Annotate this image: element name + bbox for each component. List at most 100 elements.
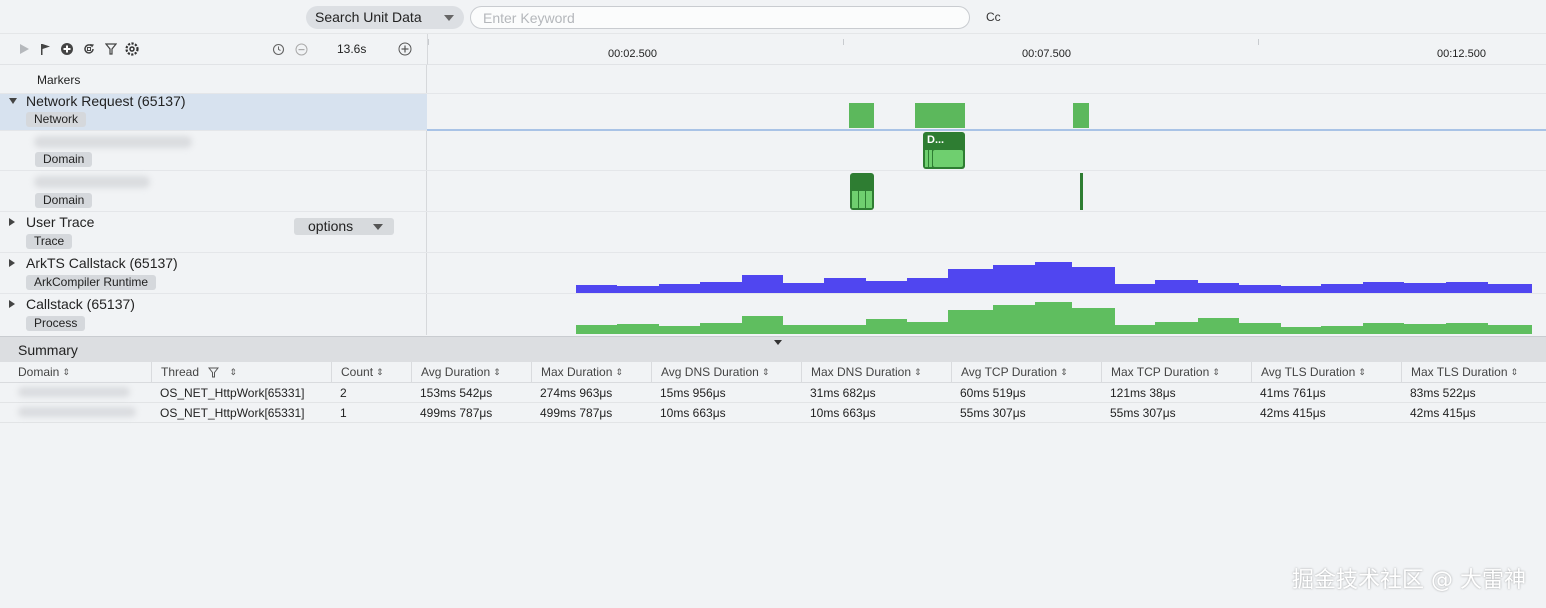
track-domain-2[interactable]: Domain: [0, 171, 427, 212]
cell-avg-tcp: 60ms 519μs: [960, 386, 1026, 400]
column-header-max-dns[interactable]: Max DNS Duration ⇕: [801, 362, 951, 383]
user-trace-lane[interactable]: [427, 212, 1546, 253]
chevron-down-icon[interactable]: [9, 98, 17, 104]
toolbar: 13.6s: [0, 34, 427, 65]
sort-icon[interactable]: ⇕: [376, 367, 384, 377]
chevron-right-icon[interactable]: [9, 218, 15, 226]
chevron-right-icon[interactable]: [9, 259, 15, 267]
sort-icon[interactable]: ⇕: [1510, 367, 1519, 377]
track-arkts-callstack[interactable]: ArkTS Callstack (65137) ArkCompiler Runt…: [0, 253, 427, 294]
chevron-right-icon[interactable]: [9, 300, 15, 308]
track-tag: ArkCompiler Runtime: [26, 275, 157, 290]
markers-label: Markers: [37, 73, 81, 87]
table-header: Domain ⇕ Thread ⇕ Count ⇕ Avg Duration ⇕ Ma…: [0, 362, 1546, 383]
track-domain-1[interactable]: Domain: [0, 131, 427, 171]
domain-request-block[interactable]: [850, 173, 874, 210]
column-header-max-tls[interactable]: Max TLS Duration ⇕: [1401, 362, 1546, 383]
track-tag: Process: [26, 316, 86, 331]
track-title: User Trace: [26, 214, 95, 230]
sort-icon[interactable]: ⇕: [1358, 367, 1366, 377]
domain-2-lane[interactable]: [427, 171, 1546, 212]
network-request-block[interactable]: [849, 103, 874, 128]
summary-header[interactable]: Summary: [0, 336, 1546, 362]
track-tag: Network: [26, 112, 87, 127]
column-header-avg-dns[interactable]: Avg DNS Duration ⇕: [651, 362, 801, 383]
cell-count: 1: [340, 406, 347, 420]
arkts-lane[interactable]: [427, 253, 1546, 294]
zoom-level: 13.6s: [337, 42, 367, 56]
column-header-avg-tls[interactable]: Avg TLS Duration ⇕: [1251, 362, 1401, 383]
column-header-avg-tcp[interactable]: Avg TCP Duration ⇕: [951, 362, 1101, 383]
search-scope-select[interactable]: Search Unit Data: [306, 6, 464, 29]
zoom-in-icon[interactable]: [398, 42, 412, 56]
collapse-handle-icon[interactable]: [774, 340, 782, 345]
sort-icon[interactable]: ⇕: [493, 367, 501, 377]
settings-icon[interactable]: [125, 42, 139, 56]
redacted-domain: [18, 387, 130, 397]
case-sensitive-toggle[interactable]: Cc: [986, 10, 1001, 24]
cell-max-duration: 274ms 963μs: [540, 386, 613, 400]
track-tag: Domain: [35, 152, 93, 167]
ruler-tick: [1258, 39, 1259, 45]
play-icon[interactable]: [17, 42, 31, 56]
sort-icon[interactable]: ⇕: [1060, 367, 1068, 377]
ruler-tick: [428, 39, 429, 45]
time-ruler[interactable]: 00:02.500 00:07.500 00:12.500: [427, 34, 1546, 65]
domain-request-block[interactable]: D...: [923, 132, 965, 169]
column-header-count[interactable]: Count ⇕: [331, 362, 411, 383]
phase-segment: [933, 150, 963, 167]
table-row[interactable]: OS_NET_HttpWork[65331] 1 499ms 787μs 499…: [0, 403, 1546, 423]
domain-1-lane[interactable]: D...: [427, 131, 1546, 171]
column-header-avg-duration[interactable]: Avg Duration ⇕: [411, 362, 531, 383]
cell-avg-duration: 499ms 787μs: [420, 406, 493, 420]
zoom-out-icon[interactable]: [294, 42, 308, 56]
phase-segment: [929, 150, 932, 167]
column-header-domain[interactable]: Domain ⇕: [0, 362, 151, 383]
filter-icon[interactable]: [208, 364, 220, 384]
track-list: Markers Network Request (65137) Network …: [0, 65, 427, 335]
network-request-block[interactable]: [1073, 103, 1089, 128]
callstack-lane[interactable]: [427, 294, 1546, 335]
chevron-down-icon: [444, 15, 454, 21]
search-input[interactable]: [470, 6, 970, 29]
refresh-icon[interactable]: [82, 42, 96, 56]
arkts-activity-graph: [576, 262, 1532, 293]
cell-max-duration: 499ms 787μs: [540, 406, 613, 420]
summary-table: Domain ⇕ Thread ⇕ Count ⇕ Avg Duration ⇕ Ma…: [0, 362, 1546, 423]
domain-block-label: D...: [927, 134, 945, 146]
column-header-max-tcp[interactable]: Max TCP Duration ⇕: [1101, 362, 1251, 383]
table-row[interactable]: OS_NET_HttpWork[65331] 2 153ms 542μs 274…: [0, 383, 1546, 403]
timeline-area[interactable]: D...: [427, 65, 1546, 335]
network-lane[interactable]: [427, 94, 1546, 131]
cell-thread: OS_NET_HttpWork[65331]: [160, 406, 305, 420]
sort-icon[interactable]: ⇕: [62, 367, 70, 377]
sort-icon[interactable]: ⇕: [914, 367, 922, 377]
filter-icon[interactable]: [104, 42, 118, 56]
history-icon[interactable]: [271, 42, 285, 56]
track-tag: Domain: [35, 193, 93, 208]
cell-thread: OS_NET_HttpWork[65331]: [160, 386, 305, 400]
track-title: Callstack (65137): [26, 296, 135, 312]
ruler-tick: [843, 39, 844, 45]
callstack-activity-graph: [576, 302, 1532, 334]
chevron-down-icon: [373, 224, 383, 230]
track-network-request[interactable]: Network Request (65137) Network: [0, 93, 427, 131]
sort-icon[interactable]: ⇕: [761, 367, 770, 377]
domain-request-block[interactable]: [1080, 173, 1083, 210]
markers-lane: [427, 65, 1546, 94]
track-title: ArkTS Callstack (65137): [26, 255, 178, 271]
redacted-domain: [34, 136, 192, 148]
add-circle-icon[interactable]: [60, 42, 74, 56]
options-dropdown[interactable]: options: [294, 218, 394, 235]
track-callstack[interactable]: Callstack (65137) Process: [0, 294, 427, 335]
network-request-block[interactable]: [915, 103, 965, 128]
phase-segment: [852, 191, 858, 208]
column-header-thread[interactable]: Thread ⇕: [151, 362, 331, 383]
sort-icon[interactable]: ⇕: [615, 367, 623, 377]
flag-icon[interactable]: [38, 42, 52, 56]
track-user-trace[interactable]: User Trace Trace options: [0, 212, 427, 253]
column-header-max-duration[interactable]: Max Duration ⇕: [531, 362, 651, 383]
sort-icon[interactable]: ⇕: [1212, 367, 1220, 377]
sort-icon[interactable]: ⇕: [229, 367, 237, 377]
cell-avg-tls: 41ms 761μs: [1260, 386, 1326, 400]
